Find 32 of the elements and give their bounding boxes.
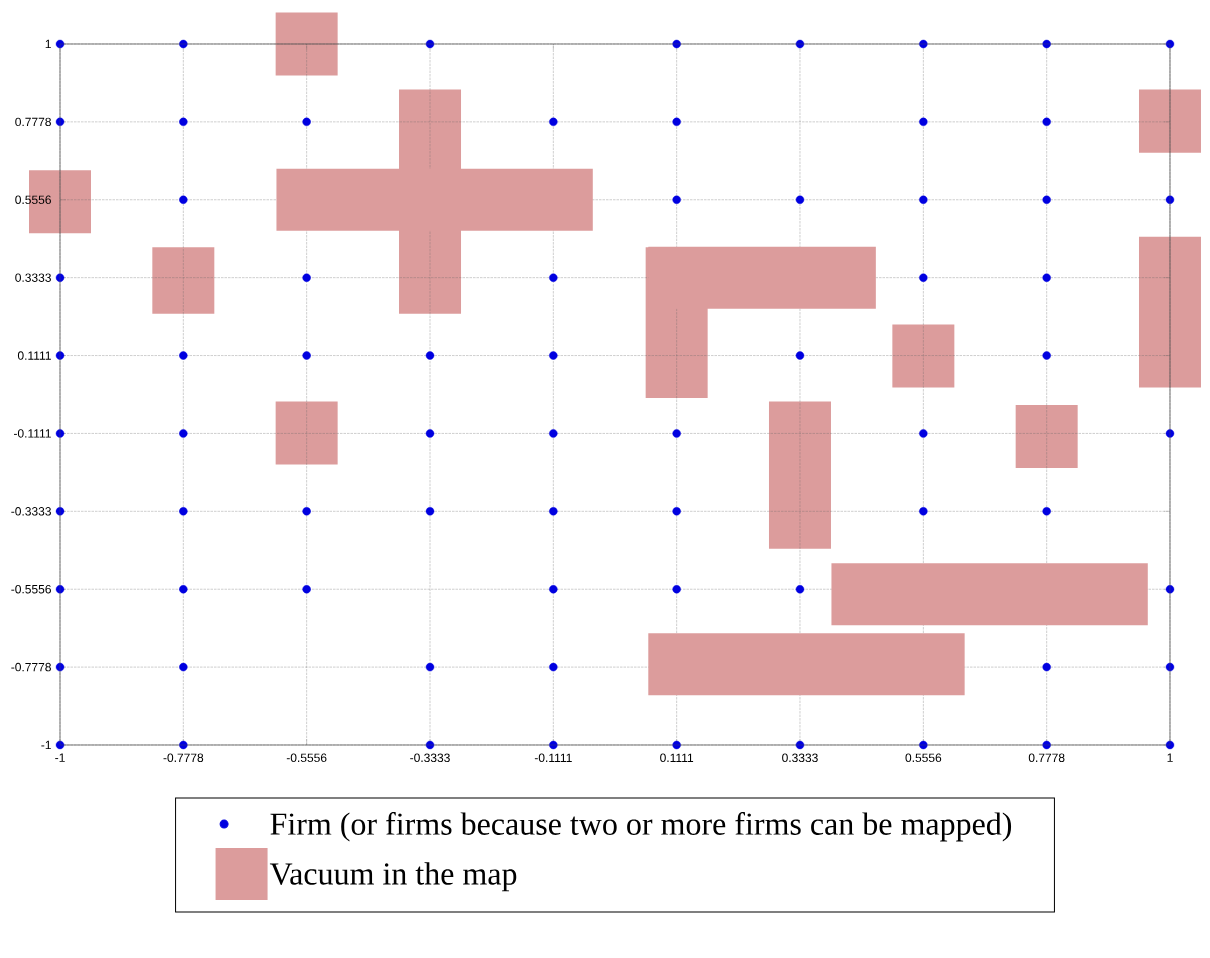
bar [648,633,965,696]
legend-label: Firm (or firms because two or more firms can be mapped) [270,812,1012,842]
bar [892,324,955,388]
x-tick-label: -0.3333 [410,753,450,763]
y-tick-label: -0.1111 [13,429,51,438]
y-tick-label: -0.5556 [11,584,51,594]
x-tick-label: 1 [1167,753,1173,762]
x-tick-label: -1 [55,753,65,762]
bar [768,401,831,549]
y-tick-label: 0.5556 [15,195,51,204]
x-tick-label: 0.3333 [782,753,818,763]
y-tick-label: -0.3333 [11,507,51,516]
y-tick-label: 0.1111 [17,351,51,360]
x-tick-label: 0.7778 [1028,753,1065,763]
x-tick-label: 0.1111 [660,753,694,763]
y-tick-label: -0.7778 [11,662,51,672]
bar [1015,405,1078,469]
bar [275,401,338,465]
bar [152,247,215,314]
x-tick-label: -0.7778 [163,753,204,763]
bar [1138,236,1201,388]
bar [1138,89,1201,153]
x-tick-label: -0.1111 [534,753,572,763]
y-tick-label: 0.7778 [15,117,51,127]
y-tick-label: 0.3333 [15,273,51,282]
legend-label: Vacuum in the map [269,862,517,892]
x-tick-label: -0.5556 [286,753,327,763]
bar [831,563,1148,626]
y-tick-label: 1 [45,39,51,49]
bar [275,12,338,76]
y-tick-label: -1 [41,740,51,750]
x-tick-label: 0.5556 [905,753,942,763]
